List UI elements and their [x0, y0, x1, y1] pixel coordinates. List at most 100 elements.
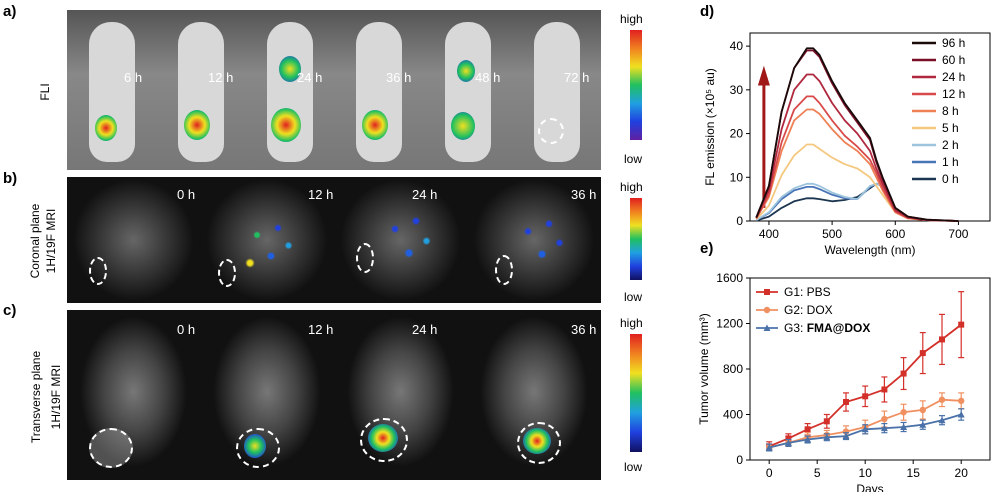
colorbar-c	[630, 334, 642, 452]
colorbar-b-low: low	[624, 290, 643, 304]
tumor-outline	[538, 118, 564, 144]
data-point	[880, 424, 888, 432]
timepoint-label: 12 h	[308, 187, 334, 202]
x-tick-label: 700	[948, 227, 968, 241]
mouse-body	[89, 22, 135, 162]
increase-arrowhead	[757, 65, 770, 86]
mri-coronal-0h: 0 h	[67, 177, 200, 303]
legend-label-bold: FMA@DOX	[807, 321, 871, 335]
legend-label: 2 h	[942, 138, 959, 152]
mri-coronal-12h: 12 h	[200, 177, 334, 303]
panel-c-row-label-1: Transverse plane	[29, 350, 43, 444]
series-line-24h	[755, 73, 959, 222]
x-tick-label: 0	[766, 466, 773, 480]
legend-label: 12 h	[942, 87, 965, 101]
data-point	[900, 370, 907, 377]
legend-label: 0 h	[942, 172, 959, 186]
timepoint-label: 6 h	[124, 70, 143, 85]
tumor-signal	[95, 115, 117, 141]
x-tick-label: 10	[859, 466, 873, 480]
data-point	[958, 397, 965, 405]
colorbar-c-high: high	[620, 316, 643, 330]
y-tick-label: 400	[723, 408, 743, 422]
tumor-outline	[89, 257, 107, 285]
panel-c-image: 0 h 12 h 24 h 36 h	[67, 310, 601, 480]
timepoint-label: 24 h	[412, 322, 438, 337]
data-point	[881, 415, 888, 423]
legend-label: G2: DOX	[784, 303, 833, 317]
data-point	[900, 423, 908, 431]
f19-signal	[523, 428, 551, 454]
mri-transverse-12h: 12 h	[200, 310, 334, 480]
data-point	[764, 289, 770, 295]
f19-signal	[236, 207, 306, 277]
series-line-5h	[755, 143, 959, 222]
tumor-outline	[236, 428, 280, 468]
tumor-outline	[360, 418, 408, 462]
mouse-body	[178, 22, 224, 162]
mri-transverse-36h: 36 h	[467, 310, 601, 480]
timepoint-label: 48 h	[475, 70, 501, 85]
tumor-outline	[517, 422, 561, 464]
timepoint-label: 36 h	[386, 70, 412, 85]
colorbar-a-low: low	[624, 152, 643, 166]
tumor-signal	[362, 110, 388, 140]
y-tick-label: 0	[736, 214, 743, 228]
f19-signal	[374, 197, 444, 277]
legend-label: 8 h	[942, 104, 959, 118]
panel-b-row-label-2: 1H/19F MRI	[44, 208, 58, 274]
legend-label: 24 h	[942, 70, 965, 84]
tumor-signal	[271, 108, 301, 142]
fli-tile-24h: 24 h	[245, 10, 334, 170]
f19-signal	[368, 424, 398, 452]
fli-tile-12h: 12 h	[156, 10, 245, 170]
data-point	[804, 436, 812, 443]
colorbar-c-low: low	[624, 460, 643, 474]
x-tick-label: 5	[814, 466, 821, 480]
data-point	[938, 416, 946, 424]
tumor-signal	[451, 112, 475, 140]
chart-e-tumor-volume: 0 5 10 15 20 0 400 800 1200 1600 Days Tumor volume …	[697, 271, 991, 492]
data-point	[763, 324, 771, 331]
timepoint-label: 0 h	[177, 322, 196, 337]
plot-frame	[749, 32, 991, 222]
y-tick-label: 10	[730, 170, 744, 184]
panel-c-row-label-2: 1H/19F MRI	[49, 364, 63, 430]
panel-a-row-label: FLI	[38, 83, 52, 101]
data-point	[919, 421, 927, 428]
legend-label: 5 h	[942, 121, 959, 135]
timepoint-label: 36 h	[571, 187, 597, 202]
mri-coronal-24h: 24 h	[334, 177, 467, 303]
y-tick-label: 800	[723, 362, 743, 376]
tumor-outline	[218, 259, 236, 287]
timepoint-label: 24 h	[412, 187, 438, 202]
x-tick-label: 20	[955, 466, 969, 480]
timepoint-label: 0 h	[177, 187, 196, 202]
y-tick-label: 0	[736, 453, 743, 467]
panel-b-row-label-1: Coronal plane	[28, 203, 42, 279]
mri-transverse-24h: 24 h	[334, 310, 467, 480]
liver-signal	[279, 56, 301, 82]
data-point	[823, 418, 830, 425]
timepoint-label: 36 h	[571, 322, 597, 337]
colorbar-b	[630, 198, 642, 280]
data-point	[881, 386, 888, 393]
panel-a-label: a)	[3, 3, 17, 20]
legend-label: 60 h	[942, 53, 965, 67]
data-point	[843, 398, 849, 405]
panel-b-label: b)	[3, 170, 18, 187]
data-point	[957, 411, 965, 418]
fli-tile-48h: 48 h	[423, 10, 512, 170]
colorbar-b-high: high	[620, 180, 643, 194]
x-tick-label: 600	[885, 227, 905, 241]
data-point	[861, 425, 869, 433]
data-point	[804, 426, 811, 433]
series-line-1h	[755, 182, 959, 222]
data-point	[785, 435, 792, 442]
panel-b-image: 0 h 12 h 24 h 36 h	[67, 177, 601, 303]
chart-d-emission-spectra: 400 500 600 700 0 10 20 30 40 Wavelength (nm) FL e…	[703, 32, 991, 257]
legend-label: 96 h	[942, 36, 965, 50]
series-line-96h	[755, 47, 959, 222]
data-point	[823, 433, 831, 441]
fli-tile-6h: 6 h	[67, 10, 156, 170]
